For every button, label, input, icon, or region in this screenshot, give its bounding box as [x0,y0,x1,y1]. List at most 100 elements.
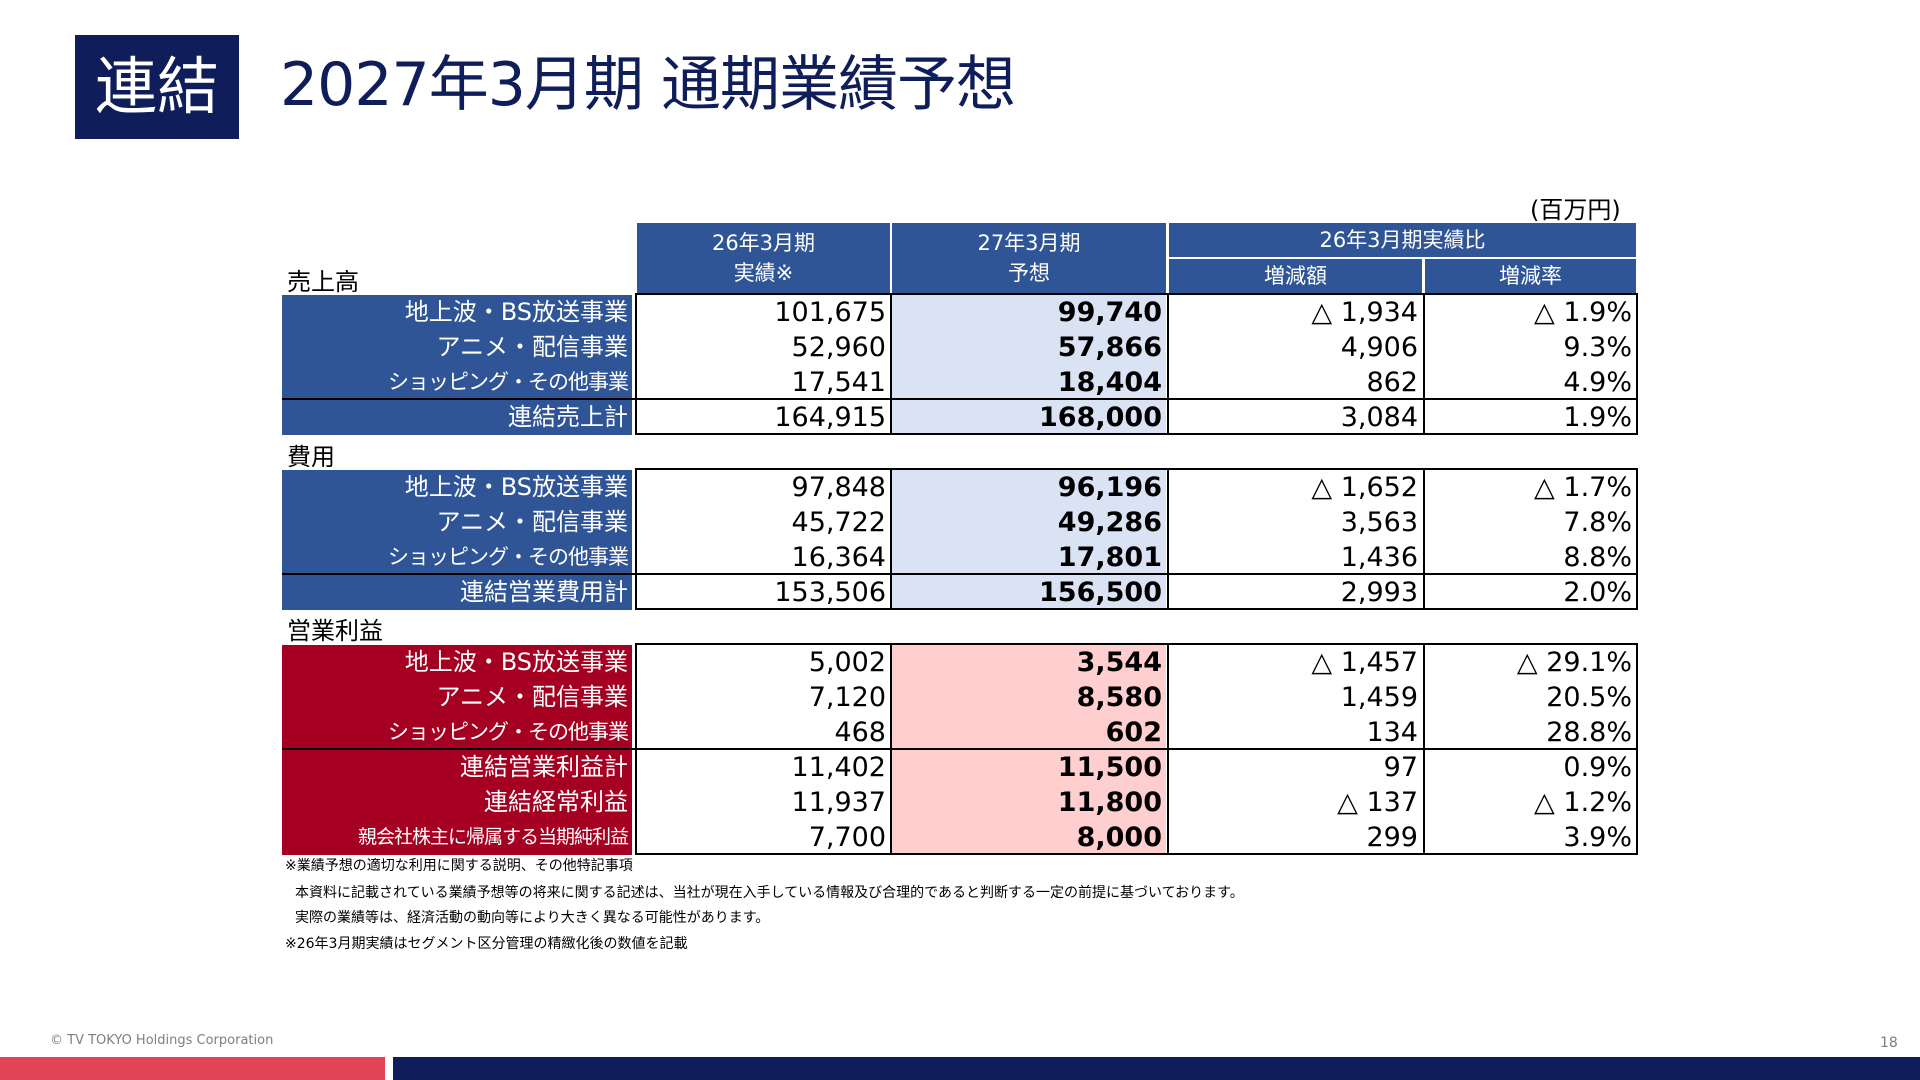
divider [282,398,1638,400]
cell-change: △ 1,652 [1311,472,1418,503]
cell-rate: 20.5% [1546,682,1632,713]
divider [1167,468,1169,610]
row-label: 親会社株主に帰属する当期純利益 [282,820,632,855]
divider [282,573,1638,575]
row-label: 連結営業費用計 [282,575,632,610]
cell-actual: 7,120 [808,682,886,713]
divider [890,293,892,435]
cell-rate: 0.9% [1563,752,1632,783]
cell-change: 2,993 [1340,577,1418,608]
cell-forecast: 18,404 [892,365,1166,400]
note-line: 本資料に記載されている業績予想等の将来に関する記述は、当社が現在入手している情報… [295,885,1244,901]
cell-forecast: 602 [892,715,1166,750]
divider [1167,643,1169,855]
row-label: ショッピング・その他事業 [282,715,632,750]
header-col-actual: 26年3月期 実績※ [637,223,890,293]
row-label: 連結経常利益 [282,785,632,820]
row-label: アニメ・配信事業 [282,505,632,540]
row-label: アニメ・配信事業 [282,330,632,365]
cell-actual: 101,675 [774,297,886,328]
divider [890,468,892,610]
section-costs: 費用 [287,443,335,471]
footer-bar [393,1057,1920,1080]
cell-forecast: 11,500 [892,750,1166,785]
cell-forecast: 156,500 [892,575,1166,610]
unit-label: (百万円) [1530,196,1621,224]
consolidated-badge: 連結 [75,35,239,139]
row-label: ショッピング・その他事業 [282,540,632,575]
cell-change: 3,084 [1340,402,1418,433]
header-col-change: 増減額 [1169,259,1422,293]
cell-change: 97 [1383,752,1418,783]
cell-rate: 3.9% [1563,822,1632,853]
cell-actual: 17,541 [791,367,886,398]
cell-change: 134 [1366,717,1418,748]
cell-actual: 164,915 [774,402,886,433]
cell-forecast: 17,801 [892,540,1166,575]
page-title: 2027年3月期 通期業績予想 [280,50,1016,120]
cell-rate: △ 1.9% [1534,297,1632,328]
divider [282,748,1638,750]
cell-change: 3,563 [1340,507,1418,538]
cell-rate: 1.9% [1563,402,1632,433]
cell-actual: 11,937 [791,787,886,818]
cell-change: △ 137 [1337,787,1418,818]
cell-rate: 28.8% [1546,717,1632,748]
cell-forecast: 49,286 [892,505,1166,540]
section-operating-income: 営業利益 [287,617,383,645]
divider [1423,468,1425,610]
cell-actual: 5,002 [808,647,886,678]
cell-forecast: 8,580 [892,680,1166,715]
row-label: 連結営業利益計 [282,750,632,785]
divider [1423,293,1425,435]
cell-forecast: 57,866 [892,330,1166,365]
cell-actual: 468 [834,717,886,748]
cell-rate: 4.9% [1563,367,1632,398]
page-number: 18 [1880,1035,1898,1051]
cell-actual: 153,506 [774,577,886,608]
cell-forecast: 3,544 [892,645,1166,680]
header-group-compare: 26年3月期実績比 [1169,223,1636,257]
cell-rate: 9.3% [1563,332,1632,363]
note-footnote: ※26年3月期実績はセグメント区分管理の精緻化後の数値を記載 [285,936,688,952]
row-label: ショッピング・その他事業 [282,365,632,400]
cell-rate: △ 1.7% [1534,472,1632,503]
cell-actual: 16,364 [791,542,886,573]
cell-rate: △ 1.2% [1534,787,1632,818]
divider [1423,643,1425,855]
cell-forecast: 99,740 [892,295,1166,330]
cell-change: 1,459 [1340,682,1418,713]
cell-change: 1,436 [1340,542,1418,573]
note-heading: ※業績予想の適切な利用に関する説明、その他特記事項 [285,858,633,874]
cell-forecast: 96,196 [892,470,1166,505]
cell-rate: 2.0% [1563,577,1632,608]
cell-forecast: 168,000 [892,400,1166,435]
row-label: 連結売上計 [282,400,632,435]
header-col-rate: 増減率 [1425,259,1636,293]
cell-forecast: 11,800 [892,785,1166,820]
cell-change: 862 [1366,367,1418,398]
cell-change: 299 [1366,822,1418,853]
footer-accent-bar [0,1057,385,1080]
row-label: アニメ・配信事業 [282,680,632,715]
row-label: 地上波・BS放送事業 [282,645,632,680]
divider [1167,293,1169,435]
cell-rate: △ 29.1% [1516,647,1632,678]
cell-forecast: 8,000 [892,820,1166,855]
cell-actual: 97,848 [791,472,886,503]
cell-change: △ 1,457 [1311,647,1418,678]
section-sales: 売上高 [287,268,359,296]
cell-change: △ 1,934 [1311,297,1418,328]
row-label: 地上波・BS放送事業 [282,470,632,505]
cell-rate: 8.8% [1563,542,1632,573]
cell-actual: 7,700 [808,822,886,853]
row-label: 地上波・BS放送事業 [282,295,632,330]
cell-actual: 11,402 [791,752,886,783]
cell-actual: 52,960 [791,332,886,363]
cell-change: 4,906 [1340,332,1418,363]
copyright: © TV TOKYO Holdings Corporation [50,1033,274,1048]
header-col-forecast: 27年3月期 予想 [892,223,1166,293]
cell-rate: 7.8% [1563,507,1632,538]
divider [890,643,892,855]
cell-actual: 45,722 [791,507,886,538]
